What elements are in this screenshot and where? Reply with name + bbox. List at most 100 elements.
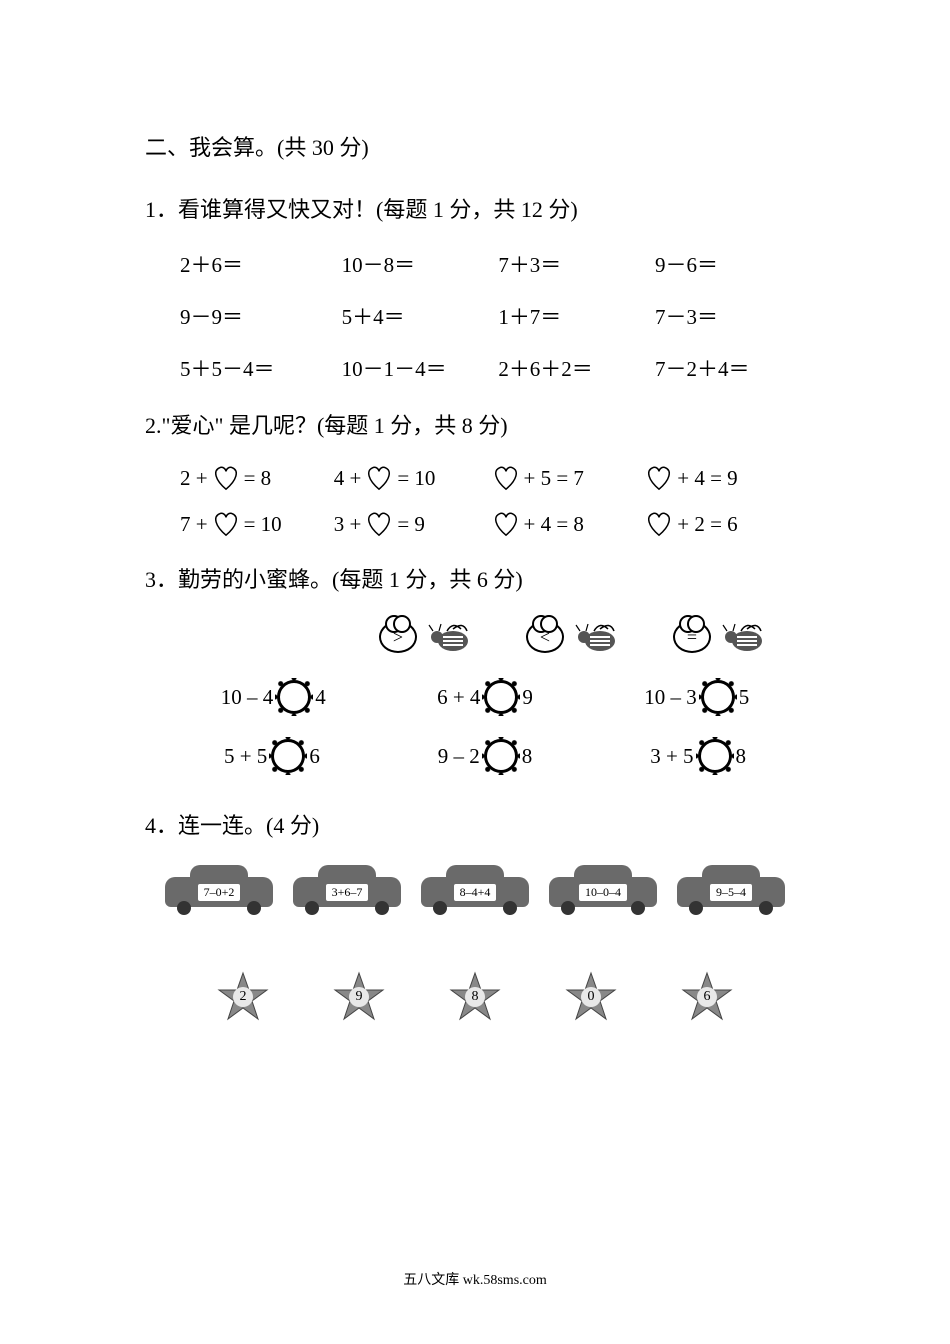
- q1-row: 9－9＝ 5＋4＝ 1＋7＝ 7－3＝: [180, 301, 805, 331]
- bee-unit: >: [379, 619, 471, 655]
- q2-row: 2 += 84 + = 10 + 5 = 7 + 4 = 9: [180, 465, 805, 491]
- q3-cell: 10 – 4 4: [221, 680, 326, 714]
- q3-cell: 10 – 35: [644, 680, 749, 714]
- heart-icon: [644, 465, 674, 491]
- q2-cell: + 4 = 8: [488, 511, 642, 537]
- q2-row: 7 += 103 + = 9 + 4 = 8 + 2 = 6: [180, 511, 805, 537]
- star-label: 0: [588, 989, 595, 1005]
- q3-row: 5 + 5 6 9 – 2 8 3 + 5 8: [165, 739, 805, 773]
- q1-cell: 1＋7＝: [498, 301, 653, 331]
- star-item: 9: [332, 970, 386, 1024]
- q3-cell: 6 + 4 9: [437, 680, 533, 714]
- q3-cell: 5 + 5 6: [224, 739, 320, 773]
- cloud-symbol: =: [673, 621, 711, 653]
- q2-text: = 9: [397, 512, 425, 537]
- q2-cell: 4 + = 10: [334, 465, 488, 491]
- car-label: 7–0+2: [198, 884, 241, 901]
- star-label: 9: [356, 989, 363, 1005]
- q3-right: 8: [736, 744, 747, 769]
- q1-row: 5＋5－4＝ 10－1－4＝ 2＋6＋2＝ 7－2＋4＝: [180, 353, 805, 383]
- bee-unit: =: [673, 619, 765, 655]
- q2-text: + 4 = 8: [524, 512, 584, 537]
- heart-icon: [364, 465, 394, 491]
- q3-title: 3．勤劳的小蜜蜂。(每题 1 分，共 6 分): [145, 562, 805, 594]
- q2-text: + 5 = 7: [524, 466, 584, 491]
- star-label: 6: [704, 989, 711, 1005]
- star-label: 2: [240, 989, 247, 1005]
- star-label: 8: [472, 989, 479, 1005]
- page-footer: 五八文库 wk.58sms.com: [0, 1269, 950, 1289]
- bee-icon: [423, 619, 471, 655]
- cloud-symbol: <: [526, 621, 564, 653]
- q3-rows: 10 – 4 4 6 + 4 9 10 – 35 5 + 5 6 9 – 2 8 3 + 5 8: [165, 680, 805, 773]
- q4-title: 4．连一连。(4 分): [145, 808, 805, 840]
- bee-icon: [717, 619, 765, 655]
- q1-cell: 2＋6＋2＝: [498, 353, 653, 383]
- q1-cell: 7＋3＝: [498, 249, 653, 279]
- q1-cell: 9－9＝: [180, 301, 330, 331]
- q3-right: 8: [522, 744, 533, 769]
- car-label: 8–4+4: [454, 884, 497, 901]
- q1-cell: 5＋4＝: [342, 301, 497, 331]
- heart-icon: [491, 465, 521, 491]
- q2-cell: + 5 = 7: [488, 465, 642, 491]
- q1-row: 2＋6＝ 10－8＝ 7＋3＝ 9－6＝: [180, 249, 805, 279]
- star-item: 0: [564, 970, 618, 1024]
- car-icon: 9–5–4: [677, 865, 785, 915]
- q2-cell: + 2 = 6: [641, 511, 795, 537]
- car-icon: 7–0+2: [165, 865, 273, 915]
- flower-circle-icon: [484, 680, 518, 714]
- cloud-symbol: >: [379, 621, 417, 653]
- q2-cell: + 4 = 9: [641, 465, 795, 491]
- flower-circle-icon: [701, 680, 735, 714]
- heart-icon: [364, 511, 394, 537]
- flower-circle-icon: [277, 680, 311, 714]
- q1-rows: 2＋6＝ 10－8＝ 7＋3＝ 9－6＝ 9－9＝ 5＋4＝ 1＋7＝ 7－3＝…: [180, 249, 805, 383]
- flower-circle-icon: [698, 739, 732, 773]
- q3-right: 6: [309, 744, 320, 769]
- q1-cell: 9－6＝: [655, 249, 785, 279]
- q4-stars-row: 2 9 8 0 6: [185, 970, 765, 1024]
- q1-cell: 5＋5－4＝: [180, 353, 330, 383]
- star-item: 2: [216, 970, 270, 1024]
- heart-icon: [491, 511, 521, 537]
- q3-row: 10 – 4 4 6 + 4 9 10 – 35: [165, 680, 805, 714]
- star-item: 6: [680, 970, 734, 1024]
- heart-icon: [211, 511, 241, 537]
- q2-text: = 10: [244, 512, 282, 537]
- flower-circle-icon: [271, 739, 305, 773]
- q1-cell: 10－1－4＝: [342, 353, 497, 383]
- bee-icon: [570, 619, 618, 655]
- q2-title: 2."爱心" 是几呢？(每题 1 分，共 8 分): [145, 408, 805, 440]
- q2-cell: 2 += 8: [180, 465, 334, 491]
- q2-text: + 2 = 6: [677, 512, 737, 537]
- heart-icon: [644, 511, 674, 537]
- star-item: 8: [448, 970, 502, 1024]
- car-icon: 10–0–4: [549, 865, 657, 915]
- q2-cell: 7 += 10: [180, 511, 334, 537]
- q2-text: = 10: [397, 466, 435, 491]
- q3-cell: 9 – 2 8: [438, 739, 533, 773]
- q1-cell: 2＋6＝: [180, 249, 330, 279]
- q2-text: 3 +: [334, 512, 362, 537]
- q3-left: 9 – 2: [438, 744, 480, 769]
- q3-left: 3 + 5: [650, 744, 693, 769]
- q3-left: 10 – 4: [221, 685, 274, 710]
- car-icon: 3+6–7: [293, 865, 401, 915]
- q2-text: + 4 = 9: [677, 466, 737, 491]
- car-label: 10–0–4: [579, 884, 627, 901]
- q3-left: 5 + 5: [224, 744, 267, 769]
- q3-bee-row: > < =: [145, 619, 805, 655]
- q3-right: 9: [522, 685, 533, 710]
- q2-rows: 2 += 84 + = 10 + 5 = 7 + 4 = 9 7 += 103 + = 9…: [180, 465, 805, 537]
- car-icon: 8–4+4: [421, 865, 529, 915]
- q2-text: 4 +: [334, 466, 362, 491]
- car-label: 3+6–7: [326, 884, 369, 901]
- flower-circle-icon: [484, 739, 518, 773]
- q3-left: 10 – 3: [644, 685, 697, 710]
- q3-left: 6 + 4: [437, 685, 480, 710]
- car-label: 9–5–4: [710, 884, 752, 901]
- q3-right: 4: [315, 685, 326, 710]
- q2-text: 2 +: [180, 466, 208, 491]
- q1-cell: 10－8＝: [342, 249, 497, 279]
